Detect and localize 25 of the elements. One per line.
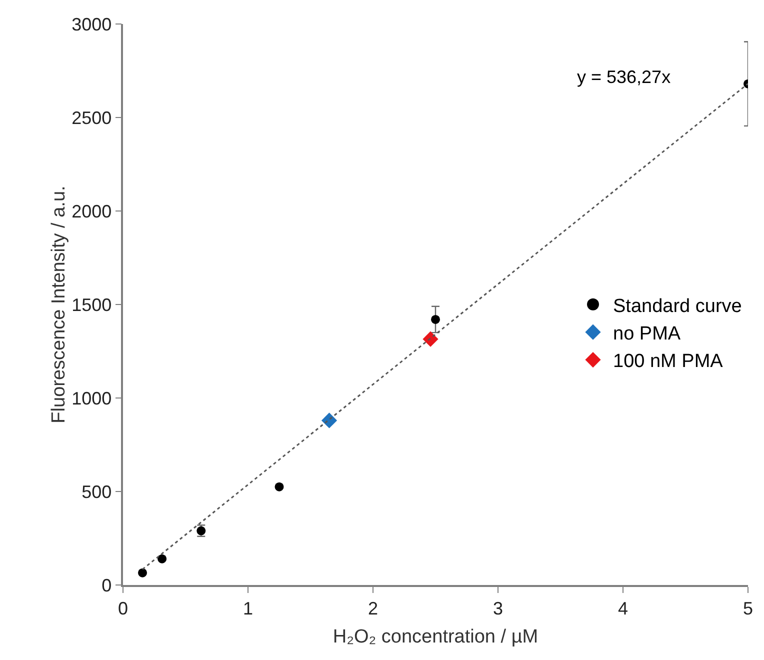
x-tick-label: 4: [618, 598, 628, 618]
legend-label: no PMA: [613, 324, 681, 345]
point: [422, 331, 438, 347]
legend-label: Standard curve: [613, 296, 742, 317]
x-tick-label: 0: [118, 598, 128, 618]
y-tick-label: 2500: [72, 108, 112, 128]
point: [274, 482, 284, 492]
point: [321, 412, 338, 428]
y-tick-label: 1000: [72, 388, 112, 408]
point: [431, 314, 440, 324]
y-tick-label: 1500: [72, 294, 112, 315]
y-tick-label: 500: [82, 482, 112, 502]
x-tick-label: 2: [368, 598, 378, 618]
y-tick-label: 2000: [72, 201, 112, 222]
y-tick-label: 0: [102, 575, 112, 596]
annotation: y = 536,27x: [577, 67, 671, 87]
legend-label: 100 nM PMA: [613, 351, 724, 372]
x-tick-label: 5: [742, 598, 754, 618]
point: [138, 568, 147, 578]
x-axis-title: H₂O₂ concentration / µM: [332, 626, 538, 648]
x-tick-label: 1: [242, 598, 254, 618]
point: [158, 554, 167, 564]
x-tick-label: 3: [492, 598, 504, 618]
y-tick-label: 3000: [72, 14, 112, 34]
y-axis-title: Fluorescence Intensity / a.u.: [48, 186, 70, 424]
